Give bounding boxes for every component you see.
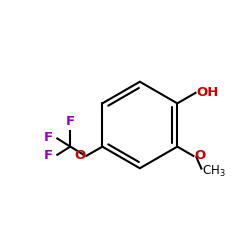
- Text: F: F: [44, 149, 53, 162]
- Text: F: F: [44, 131, 53, 144]
- Text: OH: OH: [197, 86, 219, 99]
- Text: O: O: [74, 150, 85, 162]
- Text: O: O: [194, 150, 206, 162]
- Text: CH$_3$: CH$_3$: [202, 164, 226, 178]
- Text: F: F: [66, 114, 75, 128]
